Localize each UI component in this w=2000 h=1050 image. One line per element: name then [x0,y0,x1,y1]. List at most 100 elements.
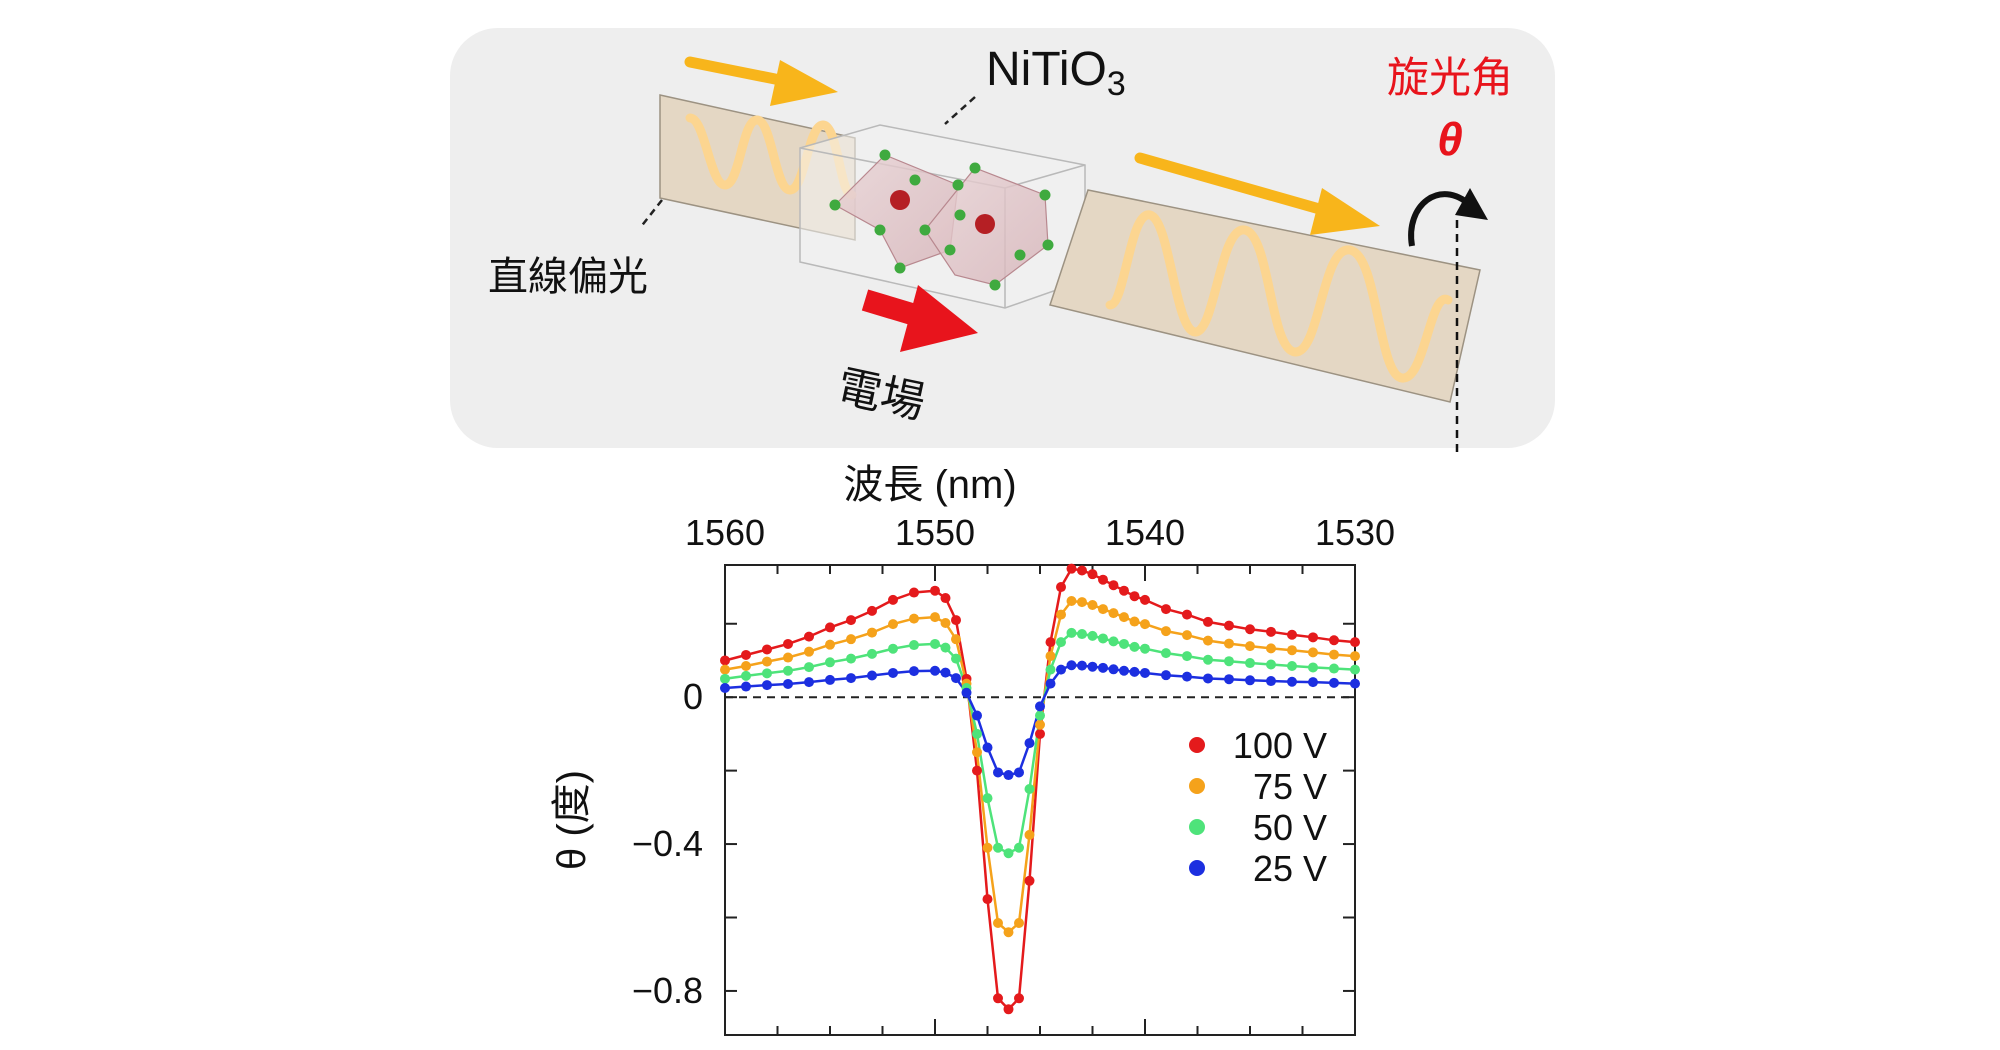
data-point [1087,600,1098,611]
data-point [982,842,993,853]
data-point [951,673,961,684]
data-point [1203,673,1213,684]
data-point [888,594,898,605]
rotation-label: 旋光角 [1387,54,1513,101]
x-ticks: 1560 1550 1540 1530 [685,512,1395,1035]
data-point [1224,674,1234,685]
x-tick-label: 1530 [1315,512,1395,553]
data-point [1350,651,1360,662]
data-point [804,662,814,673]
data-point [993,842,1003,853]
rotation-arrow-icon [1408,188,1488,452]
legend-marker [1189,819,1205,835]
legend-label: 100 V [1233,725,1327,766]
data-point [940,642,951,653]
data-point [762,668,772,679]
oxygen-atoms [829,149,1054,291]
data-point [1129,666,1140,677]
data-point [1308,647,1318,658]
material-leader-line [944,96,976,125]
data-point [825,639,835,650]
y-tick-label: −0.8 [632,970,703,1011]
ni-atom [890,190,910,210]
output-wave [1105,210,1453,383]
data-point [1035,710,1045,721]
data-point [720,664,730,675]
crystal-block [799,124,1086,309]
data-point [888,643,898,654]
data-point [1203,616,1213,627]
data-point [930,612,940,623]
data-point [783,638,793,649]
data-point [972,710,982,721]
data-point [825,657,835,668]
data-point [1035,728,1045,739]
data-point [1287,660,1297,671]
data-point [1119,638,1129,649]
data-point [1003,927,1014,938]
data-point [1119,665,1129,676]
data-point [1140,619,1150,630]
rotation-symbol: θ [1437,113,1463,165]
data-point [1024,783,1035,794]
data-point [909,587,919,598]
data-point [993,993,1003,1004]
y-ticks: 0 −0.4 −0.8 [632,622,1355,1011]
data-point [909,613,919,624]
data-point [1066,627,1077,638]
legend-marker [1189,860,1205,876]
data-point [867,670,877,681]
data-point [1077,597,1087,608]
data-point [720,673,730,684]
data-point [1266,659,1276,670]
data-point [909,640,919,651]
light-arrow-out [1134,152,1380,235]
data-point [940,618,951,629]
data-point [1266,643,1276,654]
data-point [846,653,856,664]
data-point [1140,594,1150,605]
data-point [1161,604,1171,615]
data-point [1098,662,1108,673]
ti-atom [975,214,995,234]
data-point [825,622,835,633]
data-point [982,793,993,804]
data-point [930,665,940,676]
data-point [940,593,951,604]
data-point [1024,738,1035,749]
data-point [846,615,856,626]
data-point [930,585,940,596]
data-point [741,681,751,692]
data-point [1350,664,1360,675]
data-point [1056,609,1066,620]
data-point [1203,654,1213,665]
data-point [1287,676,1297,687]
data-point [972,747,982,758]
data-point [1087,630,1098,641]
data-point [951,615,961,626]
data-point [846,634,856,645]
input-wave [685,113,857,200]
data-point [1066,595,1077,606]
input-leader-line [639,199,663,229]
data-point [888,619,898,630]
data-point [1308,677,1318,688]
data-point [1308,632,1318,643]
data-point [1161,670,1171,681]
data-point [1350,678,1360,689]
input-label: 直線偏光 [488,255,648,299]
data-point [1087,661,1098,672]
data-point [1224,638,1234,649]
data-point [1003,1004,1014,1015]
chart: 波長 (nm) θ (度) 1560 1550 1540 1530 0 −0.4 −0.8… [550,463,1395,1036]
data-point [1140,643,1150,654]
legend-label: 50 V [1253,807,1327,848]
data-point [888,667,898,678]
data-point [1308,662,1318,673]
data-point [1108,636,1119,647]
data-point [972,728,982,739]
data-point [1087,569,1098,580]
data-point [1056,664,1066,675]
data-point [1224,620,1234,631]
data-point [1066,660,1077,671]
